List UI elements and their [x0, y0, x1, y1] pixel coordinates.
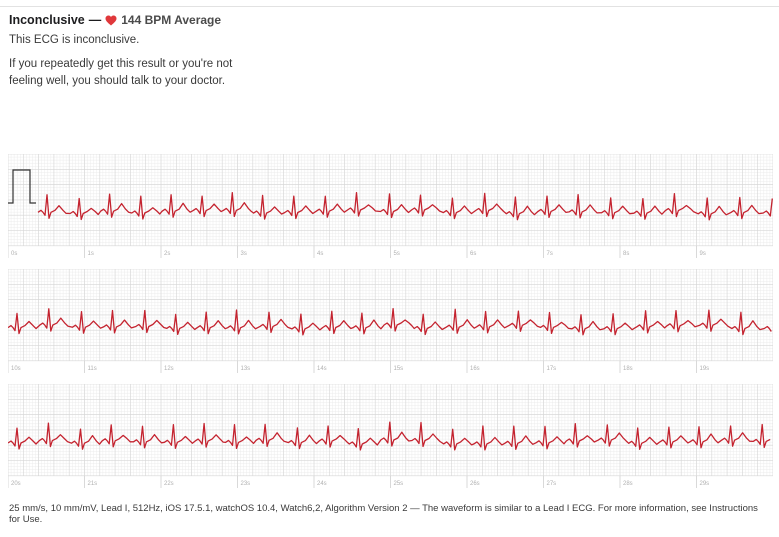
time-tick-label: 21s: [88, 481, 98, 487]
ecg-waveform: [8, 307, 772, 336]
classification-label: Inconclusive: [9, 13, 85, 27]
time-tick-label: 0s: [11, 251, 17, 257]
time-tick-label: 19s: [700, 366, 710, 372]
time-tick-label: 20s: [11, 481, 21, 487]
time-tick-label: 1s: [88, 251, 94, 257]
time-tick-label: 4s: [317, 251, 323, 257]
time-tick-label: 25s: [394, 481, 404, 487]
recording-details: 25 mm/s, 10 mm/mV, Lead I, 512Hz, iOS 17…: [9, 503, 758, 525]
time-tick-label: 9s: [700, 251, 706, 257]
time-tick-label: 18s: [623, 366, 633, 372]
time-tick-label: 23s: [241, 481, 251, 487]
average-bpm: 144 BPM Average: [121, 13, 222, 27]
ecg-strip-3: 20s 21s 22s 23s 24s 25s 26s 27s 28s 29s: [8, 384, 773, 488]
time-tick-label: 3s: [241, 251, 247, 257]
top-divider: [0, 6, 779, 7]
time-tick-label: 8s: [623, 251, 629, 257]
time-tick-label: 2s: [164, 251, 170, 257]
calibration-pulse: [8, 169, 36, 204]
ecg-summary-header: Inconclusive — 144 BPM Average: [9, 13, 221, 27]
time-tick-label: 17s: [547, 366, 557, 372]
time-tick-label: 16s: [470, 366, 480, 372]
time-tick-label: 6s: [470, 251, 476, 257]
time-tick-label: 7s: [547, 251, 553, 257]
time-tick-label: 24s: [317, 481, 327, 487]
ecg-waveform: [37, 191, 773, 221]
advice-text: If you repeatedly get this result or you…: [9, 58, 233, 87]
time-tick-label: 13s: [241, 366, 251, 372]
time-tick-label: 22s: [164, 481, 174, 487]
heart-icon: [105, 15, 117, 25]
time-tick-label: 12s: [164, 366, 174, 372]
result-text: This ECG is inconclusive.: [9, 34, 140, 46]
time-tick-label: 15s: [394, 366, 404, 372]
time-tick-label: 14s: [317, 366, 327, 372]
time-tick-label: 11s: [88, 366, 97, 372]
time-tick-label: 28s: [623, 481, 633, 487]
time-tick-label: 27s: [547, 481, 557, 487]
time-tick-label: 5s: [394, 251, 400, 257]
time-tick-label: 29s: [700, 481, 710, 487]
time-tick-label: 10s: [11, 366, 21, 372]
ecg-strip-1: 0s 1s 2s 3s 4s 5s 6s 7s 8s 9s: [8, 154, 773, 258]
separator: —: [88, 13, 102, 27]
ecg-strip-2: 10s 11s 12s 13s 14s 15s 16s 17s 18s 19s: [8, 269, 773, 373]
time-tick-label: 26s: [470, 481, 480, 487]
ecg-waveform: [8, 421, 771, 451]
